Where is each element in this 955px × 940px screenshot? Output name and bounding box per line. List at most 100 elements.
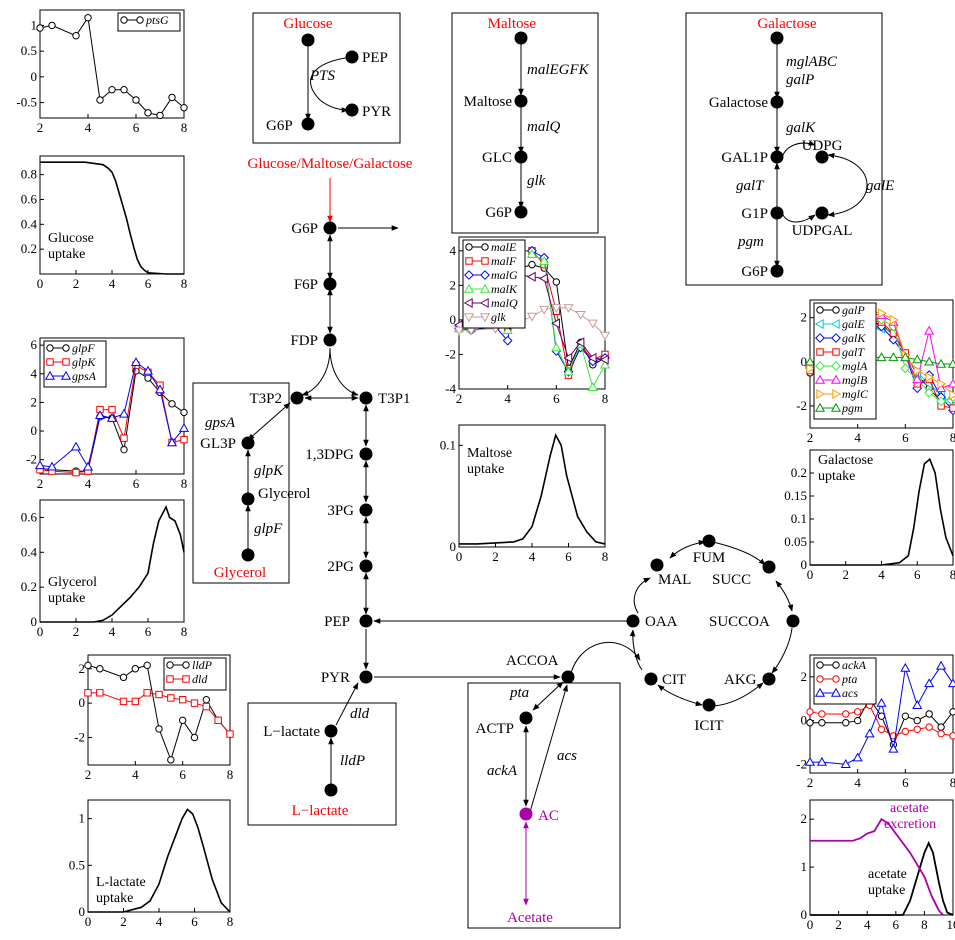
point-ptsG	[181, 105, 187, 111]
chart-label: acetate	[868, 867, 907, 882]
succ-label: SUCC	[712, 572, 751, 588]
x-tick-label: 0	[85, 914, 92, 929]
legend-label-galT: galT	[842, 345, 865, 359]
point-ackA	[938, 724, 944, 730]
x-tick-label: 8	[950, 567, 955, 582]
g6p-mal-label: G6P	[485, 205, 512, 221]
y-tick-label: 0.1	[791, 511, 807, 526]
galt-enzyme: galT	[736, 178, 765, 194]
galk-enzyme: galK	[786, 120, 816, 136]
pep-pts-label: PEP	[362, 50, 388, 66]
point-ptsG	[121, 87, 127, 93]
g1p-node	[771, 207, 784, 220]
point-galT	[950, 405, 955, 411]
pep-node	[360, 615, 373, 628]
x-tick-label: 6	[133, 120, 140, 135]
y-tick-label: 1	[801, 859, 808, 874]
y-tick-label: -2	[74, 730, 85, 745]
y-tick-label: 0.2	[21, 579, 37, 594]
point-ackA	[843, 720, 849, 726]
point-pta	[950, 733, 955, 739]
x-tick-label: 4	[109, 624, 116, 639]
y-tick-label: 0.4	[21, 544, 38, 559]
y-tick-label: 0.8	[21, 167, 37, 182]
point-lldP	[168, 757, 174, 763]
y-tick-label: 0	[31, 423, 38, 438]
point-lldP	[97, 666, 103, 672]
point-dld	[227, 731, 233, 737]
fum-node	[703, 535, 716, 548]
y-tick-label: 0	[79, 904, 86, 919]
point-glpF	[121, 446, 127, 452]
point-pta	[878, 726, 884, 732]
x-tick-label: 6	[902, 775, 909, 790]
glycolysis-group: Glucose/Maltose/Galactose G6P F6P FDP T3…	[248, 156, 628, 686]
legend-label-malG: malG	[491, 268, 518, 282]
chart-label: L-lactate	[96, 875, 146, 890]
glycerol-in-node	[242, 549, 255, 562]
point-malE	[553, 279, 559, 285]
galactose-box	[686, 13, 882, 285]
point-ptsG	[97, 97, 103, 103]
g6p-mal-node	[515, 206, 528, 219]
x-tick-label: 4	[85, 476, 92, 491]
legend-label-mglA: mglA	[842, 359, 868, 373]
chart-label: Galactose	[818, 453, 873, 468]
pyr-label: PYR	[321, 670, 350, 686]
x-tick-label: 4	[854, 775, 861, 790]
pgm-enzyme: pgm	[737, 234, 764, 250]
llac-mid-node	[325, 725, 338, 738]
x-tick-label: 8	[181, 276, 188, 291]
x-tick-label: 4	[878, 567, 885, 582]
t3p2-node	[291, 392, 304, 405]
chart-label: Glucose	[48, 231, 94, 246]
llac-in-label: L−lactate	[292, 803, 349, 819]
y-tick-label: 2	[31, 394, 38, 409]
cit-label: CIT	[662, 672, 686, 688]
point-dld	[156, 691, 162, 697]
t3p2-label: T3P2	[249, 391, 282, 407]
point-glpK	[109, 406, 115, 412]
fdp-node	[324, 334, 337, 347]
y-tick-label: 0	[801, 713, 808, 728]
maltose-mid-node	[515, 95, 528, 108]
y-tick-label: -2	[796, 398, 807, 413]
2pg-node	[360, 560, 373, 573]
glc-label: GLC	[482, 150, 512, 166]
galactose-label: Galactose	[757, 16, 816, 32]
point-pta	[938, 730, 944, 736]
x-tick-label: 4	[854, 430, 861, 445]
x-tick-label: 2	[843, 567, 850, 582]
2pg-label: 2PG	[327, 559, 354, 575]
x-tick-label: 6	[553, 391, 560, 406]
legend-label-pta: pta	[841, 672, 857, 686]
x-tick-label: 0	[807, 567, 814, 582]
point-ptsG	[37, 25, 43, 31]
point-lldP	[191, 734, 197, 740]
point-dld	[203, 703, 209, 709]
tca-cycle: OAA MAL FUM SUCC SUCCOA AKG ICIT CIT	[627, 535, 800, 735]
accoa-node	[562, 671, 575, 684]
fdp-label: FDP	[290, 333, 318, 349]
chart-label: uptake	[467, 462, 504, 477]
x-tick-label: 6	[145, 624, 152, 639]
akg-node	[763, 673, 776, 686]
bpg-label: 1,3DPG	[305, 447, 354, 463]
legend-label-glpK: glpK	[72, 355, 96, 369]
fum-label: FUM	[693, 550, 726, 566]
point-lldP	[179, 717, 185, 723]
point-lldP	[156, 726, 162, 732]
x-tick-label: 8	[950, 775, 955, 790]
gal1p-node	[771, 151, 784, 164]
point-ackA	[926, 711, 932, 717]
accoa-label: ACCOA	[506, 653, 559, 669]
legend-label-malQ: malQ	[491, 296, 518, 310]
gl3p-label: GL3P	[200, 436, 236, 452]
f6p-label: F6P	[294, 277, 318, 293]
oaa-node	[627, 615, 640, 628]
chart-frame	[459, 425, 605, 547]
